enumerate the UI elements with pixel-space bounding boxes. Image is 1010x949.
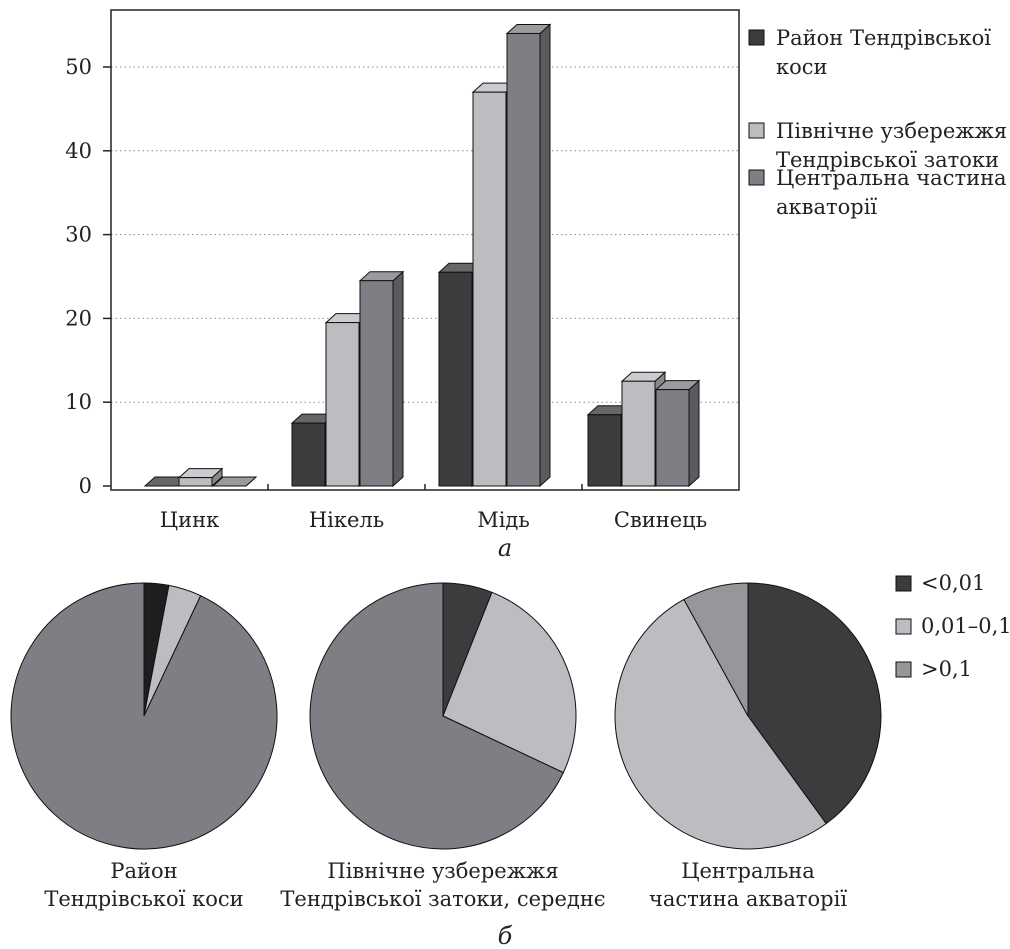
- bar-top: [211, 476, 258, 487]
- pie-slice: [309, 582, 565, 850]
- legend-swatch: [895, 618, 912, 635]
- x-tick-label: Цинк: [160, 508, 219, 532]
- bar: [654, 379, 701, 488]
- pie-charts: Район Тендрівської коси Північне узбережжя…: [10, 582, 882, 911]
- legend-swatch: [895, 575, 912, 592]
- panel-label-a: а: [498, 534, 512, 562]
- pie-caption: Район: [110, 859, 177, 883]
- legend-label: коси: [776, 55, 828, 79]
- bar: [177, 467, 224, 488]
- pie-slice: [614, 598, 827, 850]
- legend-swatch: [895, 661, 912, 678]
- x-tick-label: Нікель: [309, 508, 384, 532]
- bar-front: [506, 32, 541, 487]
- bar-front: [359, 280, 394, 487]
- panel-label-b: б: [498, 922, 513, 949]
- bar-front: [621, 380, 656, 487]
- pie: Центральна частина акваторії: [614, 582, 882, 911]
- pie-caption: Центральна: [681, 859, 815, 883]
- bar-front: [178, 477, 213, 487]
- y-tick-label: 10: [65, 390, 92, 414]
- pie-legend: <0,01 0,01–0,1 >0,1: [895, 571, 1010, 681]
- legend-label: >0,1: [921, 657, 972, 681]
- axes: 0 10 20 30 40 50 Цинк Нікель Мідь Свинець: [65, 9, 740, 532]
- y-tick-label: 50: [65, 55, 92, 79]
- bar-side: [688, 379, 700, 488]
- x-tick-label: Мідь: [477, 508, 530, 532]
- bar-front: [587, 414, 622, 487]
- pie-caption: частина акваторії: [649, 887, 847, 911]
- pie-caption: Тендрівської коси: [44, 887, 243, 911]
- pie-slice: [683, 582, 749, 717]
- pie-caption: Тендрівської затоки, середнє: [280, 887, 605, 911]
- pie-slice: [747, 582, 882, 825]
- bar: [211, 476, 258, 487]
- bar-legend: Район Тендрівської коси Північне узбережж…: [748, 26, 1007, 219]
- bar-side: [392, 270, 404, 488]
- legend-swatch: [748, 29, 765, 46]
- y-tick-label: 20: [65, 306, 92, 330]
- y-tick-label: 40: [65, 139, 92, 163]
- legend-swatch: [748, 122, 765, 139]
- legend-label: Центральна частина: [776, 166, 1007, 190]
- y-tick-label: 30: [65, 223, 92, 247]
- bar-front: [655, 389, 690, 487]
- gridlines: [111, 66, 739, 403]
- pie: Північне узбережжя Тендрівської затоки, с…: [280, 582, 606, 911]
- bar: [358, 270, 405, 488]
- pie: Район Тендрівської коси: [10, 582, 278, 911]
- bar-front: [438, 271, 473, 487]
- x-tick-label: Свинець: [614, 508, 707, 532]
- bar-front: [325, 322, 360, 487]
- legend-label: акваторії: [776, 195, 877, 219]
- bar-front: [291, 422, 326, 487]
- y-tick-label: 0: [79, 474, 92, 498]
- pie-slice: [10, 582, 278, 850]
- legend-label: Тендрівської затоки: [776, 148, 999, 172]
- legend-label: Північне узбережжя: [776, 119, 1007, 143]
- pie-slice: [442, 591, 577, 774]
- bar-chart-3d: 0 10 20 30 40 50 Цинк Нікель Мідь Свинець Район Т…: [65, 9, 1007, 532]
- legend-label: <0,01: [921, 571, 985, 595]
- legend-swatch: [748, 169, 765, 186]
- legend-label: 0,01–0,1: [921, 614, 1010, 638]
- pie-caption: Північне узбережжя: [327, 859, 558, 883]
- bar: [505, 23, 552, 488]
- bars: [143, 23, 701, 488]
- bar-side: [539, 23, 551, 488]
- legend-label: Район Тендрівської: [776, 26, 991, 50]
- bar-front: [472, 91, 507, 487]
